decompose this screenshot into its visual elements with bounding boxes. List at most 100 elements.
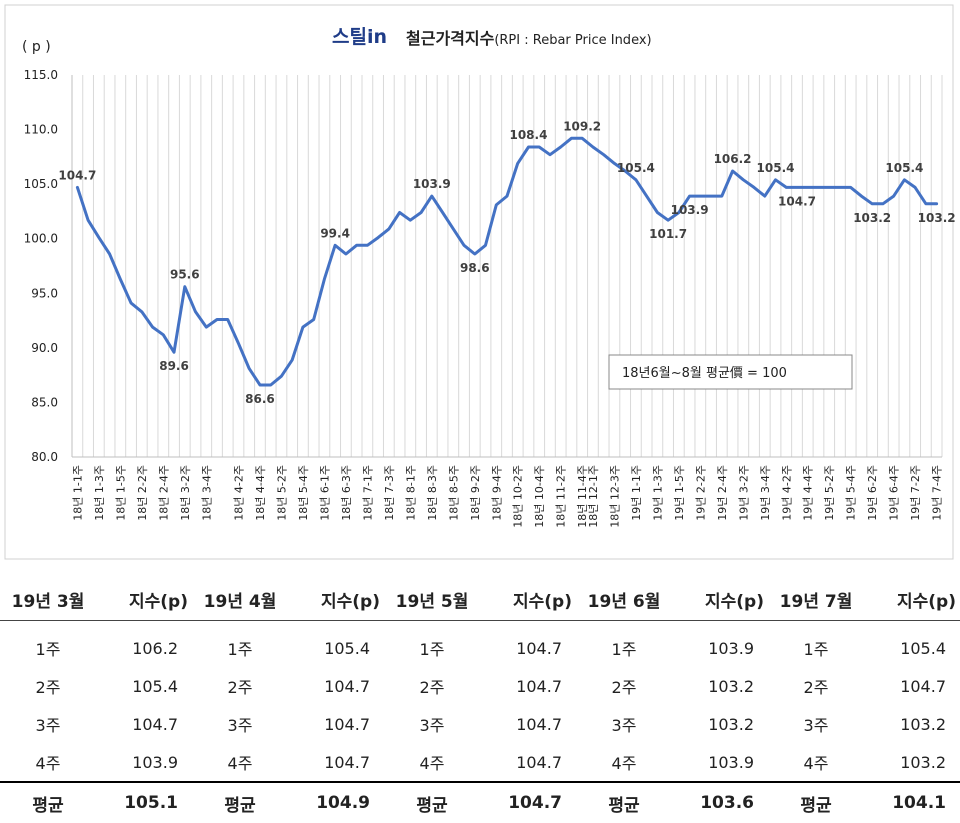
header-month-may: 19년 5월 [395, 591, 469, 612]
data-label: 109.2 [563, 119, 601, 133]
x-tick-label: 19년 1-1주 [630, 465, 643, 521]
header-index: 지수(p) [129, 591, 188, 612]
price-table: 19년 3월 지수(p) 19년 4월 지수(p) 19년 5월 지수(p) 1… [0, 578, 960, 823]
data-label: 105.4 [757, 161, 795, 175]
x-tick-label: 19년 1-3주 [651, 465, 664, 521]
x-tick-label: 18년 10-2주 [512, 465, 525, 528]
x-tick-label: 19년 3-2주 [737, 465, 750, 521]
header-month-apr: 19년 4월 [203, 591, 277, 612]
data-label: 98.6 [460, 261, 490, 275]
x-tick-label: 18년 8-1주 [404, 465, 417, 521]
index-cell: 104.7 [516, 676, 562, 696]
week-cell: 1주 [419, 640, 445, 659]
average-value: 105.1 [124, 793, 178, 813]
y-tick-label: 80.0 [31, 450, 58, 464]
data-label: 104.7 [58, 168, 96, 182]
week-cell: 4주 [35, 754, 61, 773]
chart-title-suffix: (RPI : Rebar Price Index) [494, 33, 651, 48]
x-tick-label: 19년 7-4주 [931, 465, 944, 521]
index-cell: 105.4 [900, 638, 946, 658]
note-text: 18년6월~8월 평균價 = 100 [622, 366, 787, 381]
x-tick-label: 18년 9-4주 [490, 465, 503, 521]
average-value: 104.1 [892, 793, 946, 813]
week-cell: 2주 [227, 678, 253, 697]
header-month-mar: 19년 3월 [11, 591, 85, 612]
chart-title-main: 철근가격지수 [406, 29, 495, 48]
x-tick-label: 19년 5-2주 [823, 465, 836, 521]
table-row: 3주 104.7 3주 104.7 3주 104.7 3주 103.2 3주 1… [0, 705, 960, 743]
header-index: 지수(p) [705, 591, 764, 612]
monthly-index-table: 19년 3월 지수(p) 19년 4월 지수(p) 19년 5월 지수(p) 1… [0, 578, 960, 816]
x-tick-label: 18년 12-3주 [608, 465, 621, 528]
table-row: 2주 105.4 2주 104.7 2주 104.7 2주 103.2 2주 1… [0, 667, 960, 705]
x-tick-label: 18년 1-1주 [71, 465, 84, 521]
index-cell: 103.2 [708, 676, 754, 696]
x-tick-label: 18년 5-4주 [297, 465, 310, 521]
x-tick-label: 18년 3-4주 [200, 465, 213, 521]
x-tick-label: 19년 3-4주 [759, 465, 772, 521]
y-tick-label: 95.0 [31, 286, 58, 300]
average-label: 평균 [608, 795, 640, 816]
index-cell: 104.7 [516, 638, 562, 658]
data-label: 99.4 [320, 226, 350, 240]
x-tick-label: 19년 5-4주 [845, 465, 858, 521]
data-label: 103.2 [853, 211, 891, 225]
y-tick-label: 85.0 [31, 395, 58, 409]
index-cell: 103.2 [900, 752, 946, 772]
week-cell: 2주 [803, 678, 829, 697]
index-cell: 103.2 [900, 714, 946, 734]
y-tick-label: 110.0 [24, 123, 58, 137]
week-cell: 3주 [35, 716, 61, 735]
table-row: 4주 103.9 4주 104.7 4주 104.7 4주 103.9 4주 1… [0, 743, 960, 782]
rebar-price-index-chart: 115.0 110.0 105.0 100.0 95.0 90.0 85.0 80.0 18년 … [4, 4, 956, 560]
base-price-note: 18년6월~8월 평균價 = 100 [608, 354, 853, 390]
header-month-jul: 19년 7월 [779, 591, 853, 612]
average-row: 평균 105.1 평균 104.9 평균 104.7 평균 103.6 평균 1… [0, 782, 960, 823]
index-cell: 104.7 [516, 714, 562, 734]
average-value: 104.7 [508, 793, 562, 813]
x-tick-label: 18년 11-2주 [555, 465, 568, 528]
header-index: 지수(p) [513, 591, 572, 612]
table-header-row: 19년 3월 지수(p) 19년 4월 지수(p) 19년 5월 지수(p) 1… [0, 578, 960, 621]
week-cell: 1주 [611, 640, 637, 659]
week-cell: 3주 [611, 716, 637, 735]
data-label: 106.2 [714, 152, 752, 166]
x-tick-label: 18년 12-1주 [587, 465, 600, 528]
x-tick-label: 18년 4-2주 [232, 465, 245, 521]
index-cell: 104.7 [516, 752, 562, 772]
x-tick-label: 19년 6-2주 [866, 465, 879, 521]
x-tick-label: 18년 11-4주 [576, 465, 589, 528]
header-index: 지수(p) [321, 591, 380, 612]
x-tick-label: 18년 1-3주 [93, 465, 106, 521]
index-cell: 103.9 [132, 752, 178, 772]
x-tick-label: 18년 10-4주 [533, 465, 546, 528]
week-cell: 2주 [611, 678, 637, 697]
x-tick-label: 18년 6-3주 [340, 465, 353, 521]
chart-title: 철근가격지수(RPI : Rebar Price Index) [406, 29, 652, 48]
header-month-jun: 19년 6월 [587, 591, 661, 612]
data-label: 89.6 [159, 359, 189, 373]
index-cell: 103.2 [708, 714, 754, 734]
week-cell: 1주 [227, 640, 253, 659]
brand-logo: 스틸in [332, 26, 387, 48]
x-tick-label: 18년 7-1주 [361, 465, 374, 521]
average-value: 104.9 [316, 793, 370, 813]
header-index: 지수(p) [897, 591, 956, 612]
index-cell: 105.4 [132, 676, 178, 696]
index-cell: 104.7 [324, 676, 370, 696]
index-cell: 104.7 [324, 714, 370, 734]
index-cell: 104.7 [324, 752, 370, 772]
week-cell: 2주 [419, 678, 445, 697]
table-row: 1주 106.2 1주 105.4 1주 104.7 1주 103.9 1주 1… [0, 621, 960, 668]
series-line [75, 136, 939, 387]
x-tick-label: 18년 8-3주 [426, 465, 439, 521]
x-tick-label: 18년 5-2주 [275, 465, 288, 521]
x-tick-label: 18년 1-5주 [114, 465, 127, 521]
week-cell: 3주 [419, 716, 445, 735]
average-label: 평균 [800, 795, 832, 816]
week-cell: 3주 [227, 716, 253, 735]
index-cell: 104.7 [900, 676, 946, 696]
data-label: 103.2 [918, 211, 956, 225]
week-cell: 4주 [803, 754, 829, 773]
data-label: 104.7 [778, 194, 816, 208]
